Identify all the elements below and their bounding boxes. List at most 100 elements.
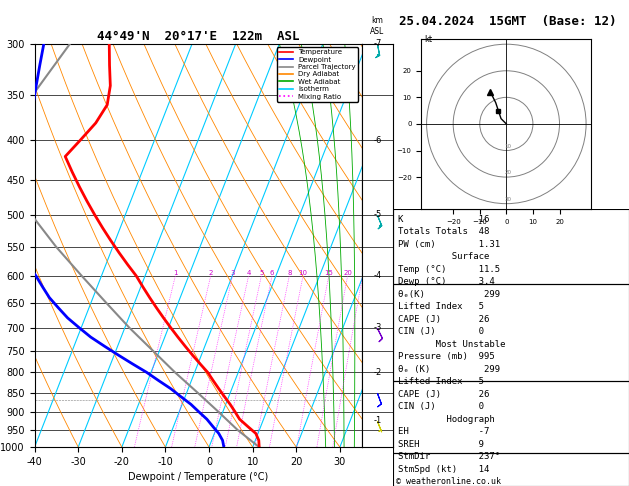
Temperature [174, 334, 182, 340]
Dewpoint [15, 250, 23, 256]
Temperature [99, 225, 106, 231]
Text: kt: kt [424, 35, 432, 44]
Dewpoint [203, 417, 211, 422]
Dewpoint [64, 315, 71, 321]
Dewpoint [129, 361, 136, 367]
Dewpoint [33, 83, 40, 88]
Dewpoint [155, 378, 162, 383]
Temperature [153, 305, 160, 311]
Dewpoint [36, 62, 43, 68]
Temperature [204, 369, 211, 375]
Bar [393, 209, 629, 284]
Dewpoint [18, 198, 25, 204]
Text: 3: 3 [230, 270, 235, 276]
Parcel Trajectory [66, 41, 74, 47]
Bar [393, 453, 629, 486]
Dewpoint [25, 137, 32, 143]
Text: km
ASL: km ASL [370, 16, 384, 35]
Dewpoint [219, 437, 226, 443]
Temperature [146, 295, 153, 300]
Line: Dewpoint: Dewpoint [19, 44, 224, 447]
Parcel Trajectory [28, 212, 35, 218]
Temperature [215, 386, 223, 392]
Dewpoint [21, 169, 28, 175]
Dewpoint [16, 225, 24, 231]
Temperature [252, 431, 260, 436]
Temperature [189, 352, 196, 358]
Temperature [209, 378, 217, 383]
Temperature [75, 184, 83, 190]
Text: -1: -1 [373, 417, 382, 426]
Text: -4: -4 [373, 272, 382, 280]
Temperature [62, 154, 69, 159]
Dewpoint [17, 212, 25, 218]
Dewpoint [16, 238, 23, 243]
Dewpoint [114, 352, 122, 358]
Parcel Trajectory [234, 427, 242, 433]
Dewpoint [101, 343, 108, 349]
Temperature [221, 394, 228, 399]
Dewpoint [195, 409, 203, 415]
Dewpoint [26, 120, 34, 126]
Dewpoint [19, 184, 26, 190]
Text: 30: 30 [504, 197, 511, 202]
Text: -2: -2 [373, 368, 382, 377]
Parcel Trajectory [125, 325, 133, 330]
Temperature [115, 250, 123, 256]
Text: 20: 20 [343, 270, 352, 276]
Temperature [244, 423, 252, 429]
Text: 2: 2 [208, 270, 213, 276]
Text: 6: 6 [270, 270, 274, 276]
Dewpoint [24, 261, 31, 267]
Text: -7: -7 [373, 39, 382, 48]
Dewpoint [177, 394, 184, 399]
Dewpoint [87, 334, 94, 340]
Dewpoint [22, 154, 30, 159]
Dewpoint [187, 401, 194, 407]
Text: 4: 4 [247, 270, 251, 276]
Temperature [106, 41, 113, 47]
Title: 44°49'N  20°17'E  122m  ASL: 44°49'N 20°17'E 122m ASL [97, 30, 299, 43]
Text: 1: 1 [173, 270, 177, 276]
Parcel Trajectory [214, 409, 222, 415]
Temperature [255, 444, 263, 450]
Text: 8: 8 [287, 270, 291, 276]
Text: 5: 5 [259, 270, 264, 276]
Temperature [231, 409, 239, 415]
Bar [393, 381, 629, 453]
Parcel Trajectory [0, 137, 6, 143]
Line: Temperature: Temperature [65, 44, 259, 447]
Bar [393, 284, 629, 381]
Dewpoint [209, 423, 216, 429]
Dewpoint [45, 295, 53, 300]
Parcel Trajectory [171, 369, 179, 375]
Temperature [160, 315, 167, 321]
Temperature [196, 361, 204, 367]
Temperature [226, 401, 234, 407]
Text: 15: 15 [325, 270, 333, 276]
Parcel Trajectory [255, 444, 263, 450]
Text: K              16
Totals Totals  48
PW (cm)        1.31
          Surface       : K 16 Totals Totals 48 PW (cm) 1.31 Surfa… [398, 214, 548, 473]
Temperature [167, 325, 174, 330]
Text: LCL: LCL [364, 396, 377, 405]
Temperature [181, 343, 189, 349]
Temperature [106, 62, 113, 68]
Text: 10: 10 [504, 144, 511, 149]
Temperature [69, 169, 76, 175]
Parcel Trajectory [78, 273, 86, 279]
Legend: Temperature, Dewpoint, Parcel Trajectory, Dry Adiabat, Wet Adiabat, Isotherm, Mi: Temperature, Dewpoint, Parcel Trajectory… [277, 47, 358, 102]
Parcel Trajectory [28, 92, 36, 98]
Temperature [77, 137, 84, 143]
Parcel Trajectory [52, 244, 60, 250]
Text: -3: -3 [373, 323, 382, 332]
Temperature [124, 261, 131, 267]
Temperature [255, 437, 262, 443]
Dewpoint [75, 325, 83, 330]
Dewpoint [220, 444, 228, 450]
Temperature [91, 212, 99, 218]
Parcel Trajectory [194, 390, 201, 396]
Text: 25.04.2024  15GMT  (Base: 12): 25.04.2024 15GMT (Base: 12) [399, 15, 617, 28]
Parcel Trajectory [149, 348, 157, 354]
Dewpoint [143, 369, 150, 375]
Dewpoint [167, 386, 175, 392]
